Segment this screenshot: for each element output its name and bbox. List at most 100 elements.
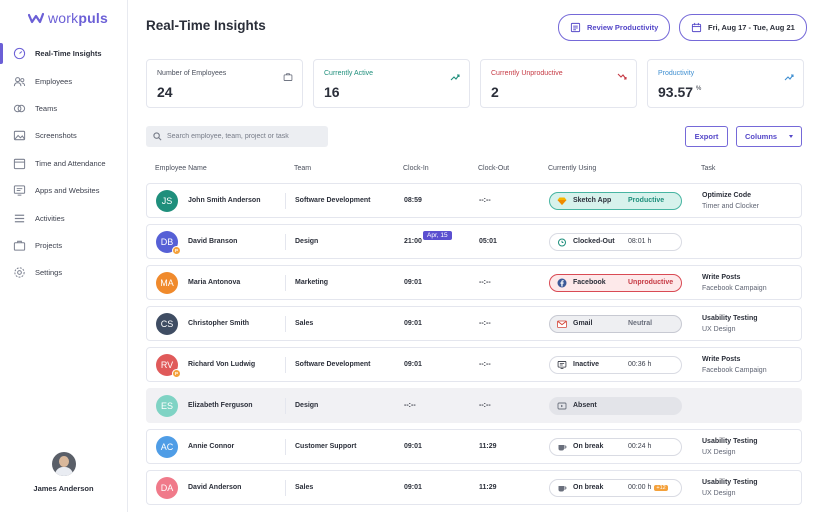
clock-in: 08:59	[404, 197, 422, 204]
team-name: Sales	[295, 320, 314, 327]
sidebar-item-settings[interactable]: Settings	[0, 259, 127, 286]
trend-up-icon	[450, 69, 460, 81]
task-project: UX Design	[702, 489, 736, 497]
employee-name[interactable]: Elizabeth Ferguson	[188, 402, 253, 409]
table-row[interactable]: DA David Anderson Sales 09:01 11:29 On break 0…	[146, 470, 802, 505]
employee-name[interactable]: Christopher Smith	[188, 320, 250, 327]
columns-dropdown[interactable]: Columns	[736, 126, 802, 147]
clock-out: 11:29	[479, 443, 497, 450]
table-row[interactable]: CS Christopher Smith Sales 09:01 --:-- Gmail N…	[146, 306, 802, 341]
currently-using-pill[interactable]: Inactive 00:36 h	[549, 355, 682, 374]
task-cell[interactable]: Write Posts Facebook Campaign	[702, 348, 767, 381]
task-cell[interactable]: Usability Testing UX Design	[702, 471, 758, 504]
avatar: CS	[156, 312, 178, 335]
employee-name[interactable]: David Anderson	[188, 484, 242, 491]
columns-label: Columns	[745, 132, 778, 141]
column-header-currently-using[interactable]: Currently Using	[548, 165, 597, 172]
table-row[interactable]: ES Elizabeth Ferguson Design --:-- --:-- Abse…	[146, 388, 802, 423]
date-range-picker[interactable]: Fri, Aug 17 - Tue, Aug 21	[679, 14, 807, 41]
current-user[interactable]: James Anderson	[0, 452, 127, 493]
search-bar[interactable]	[146, 126, 328, 147]
column-header-task[interactable]: Task	[701, 165, 716, 172]
employee-name[interactable]: John Smith Anderson	[188, 197, 261, 204]
column-header-clock-in[interactable]: Clock-In	[403, 165, 429, 172]
currently-using-pill[interactable]: On break 00:24 h	[549, 437, 682, 456]
app-name: Gmail	[573, 320, 593, 327]
sidebar: workpuls Real-Time Insights Employees Team…	[0, 0, 128, 512]
avatar: MA	[156, 271, 178, 294]
employee-table: JS John Smith Anderson Software Developmen…	[146, 183, 802, 511]
sidebar-item-projects[interactable]: Projects	[0, 232, 127, 259]
sidebar-item-screenshots[interactable]: Screenshots	[0, 122, 127, 149]
currently-using-pill[interactable]: On break 00:00 h +12	[549, 478, 682, 497]
table-row[interactable]: DB P David Branson Design 21:00 Apr, 15 05:01 C…	[146, 224, 802, 259]
overtime-badge: +12	[654, 485, 668, 491]
sidebar-item-teams[interactable]: Teams	[0, 95, 127, 122]
task-cell[interactable]: Usability Testing UX Design	[702, 307, 758, 340]
date-tag: Apr, 15	[423, 231, 452, 240]
currently-using-pill[interactable]: Facebook Unproductive	[549, 273, 682, 292]
avatar-cell: DA	[156, 471, 178, 504]
status-badge: P	[172, 245, 181, 255]
team-name: Design	[295, 402, 319, 409]
clock-in: 09:01	[404, 443, 422, 450]
productivity-card[interactable]: Productivity 93.57%	[647, 59, 804, 108]
currently-active-card[interactable]: Currently Active 16	[313, 59, 470, 108]
clock-out: --:--	[479, 402, 491, 409]
card-value: 16	[324, 84, 340, 100]
employee-name[interactable]: Maria Antonova	[188, 279, 241, 286]
employee-name[interactable]: David Branson	[188, 238, 238, 245]
currently-using-pill[interactable]: Gmail Neutral	[549, 314, 682, 333]
employee-name[interactable]: Richard Von Ludwig	[188, 361, 256, 368]
currently-using: On break 00:24 h	[549, 430, 682, 463]
search-input[interactable]	[167, 133, 327, 140]
currently-using-pill[interactable]: Clocked-Out 08:01 h	[549, 232, 682, 251]
clock-in: 09:01	[404, 361, 422, 368]
sidebar-item-employees[interactable]: Employees	[0, 67, 127, 94]
column-header-team[interactable]: Team	[294, 165, 312, 172]
users-icon	[13, 75, 26, 88]
report-icon	[570, 22, 581, 33]
table-row[interactable]: AC Annie Connor Customer Support 09:01 11:29…	[146, 429, 802, 464]
task-title: Usability Testing	[702, 478, 758, 486]
brand-logo[interactable]: workpuls	[28, 10, 108, 26]
sidebar-item-label: Time and Attendance	[35, 158, 106, 168]
task-cell[interactable]: Write Posts Facebook Campaign	[702, 266, 767, 299]
review-productivity-button[interactable]: Review Productivity	[558, 14, 671, 41]
currently-using-pill[interactable]: Absent	[549, 396, 682, 415]
currently-using: Gmail Neutral	[549, 307, 682, 340]
currently-using-pill[interactable]: Sketch App Productive	[549, 191, 682, 210]
employee-name[interactable]: Annie Connor	[188, 443, 235, 450]
avatar: DB P	[156, 230, 181, 255]
sidebar-item-label: Real-Time Insights	[35, 49, 102, 59]
avatar: DA	[156, 476, 178, 499]
sidebar-item-time-and-attendance[interactable]: Time and Attendance	[0, 150, 127, 177]
sidebar-item-apps-and-websites[interactable]: Apps and Websites	[0, 177, 127, 204]
table-row[interactable]: JS John Smith Anderson Software Developmen…	[146, 183, 802, 218]
task-title: Usability Testing	[702, 314, 758, 322]
avatar: RV P	[156, 353, 181, 378]
gear-icon	[13, 266, 26, 279]
export-button[interactable]: Export	[685, 126, 728, 147]
table-row[interactable]: RV P Richard Von Ludwig Software Developmen…	[146, 347, 802, 382]
task-project: Facebook Campaign	[702, 366, 767, 374]
app-name: Clocked-Out	[573, 238, 615, 245]
column-header-clock-out[interactable]: Clock-Out	[478, 165, 510, 172]
currently-unproductive-card[interactable]: Currently Unproductive 2	[480, 59, 637, 108]
team-name: Marketing	[295, 279, 329, 286]
duration: 00:24 h	[628, 443, 652, 450]
team-name: Customer Support	[295, 443, 357, 450]
column-header-employee[interactable]: Employee Name	[155, 165, 207, 172]
divider	[285, 275, 286, 291]
sketch-icon	[557, 196, 567, 206]
clock-out: 11:29	[479, 484, 497, 491]
table-row[interactable]: MA Maria Antonova Marketing 09:01 --:-- Faceb…	[146, 265, 802, 300]
sidebar-item-real-time-insights[interactable]: Real-Time Insights	[0, 40, 127, 67]
card-value: 2	[491, 84, 499, 100]
task-cell[interactable]: Optimize Code Timer and Clocker	[702, 184, 759, 217]
sidebar-item-activities[interactable]: Activities	[0, 204, 127, 231]
currently-using: Facebook Unproductive	[549, 266, 682, 299]
employees-count-card[interactable]: Number of Employees 24	[146, 59, 303, 108]
task-cell[interactable]: Usability Testing UX Design	[702, 430, 758, 463]
clock-out: --:--	[479, 361, 491, 368]
